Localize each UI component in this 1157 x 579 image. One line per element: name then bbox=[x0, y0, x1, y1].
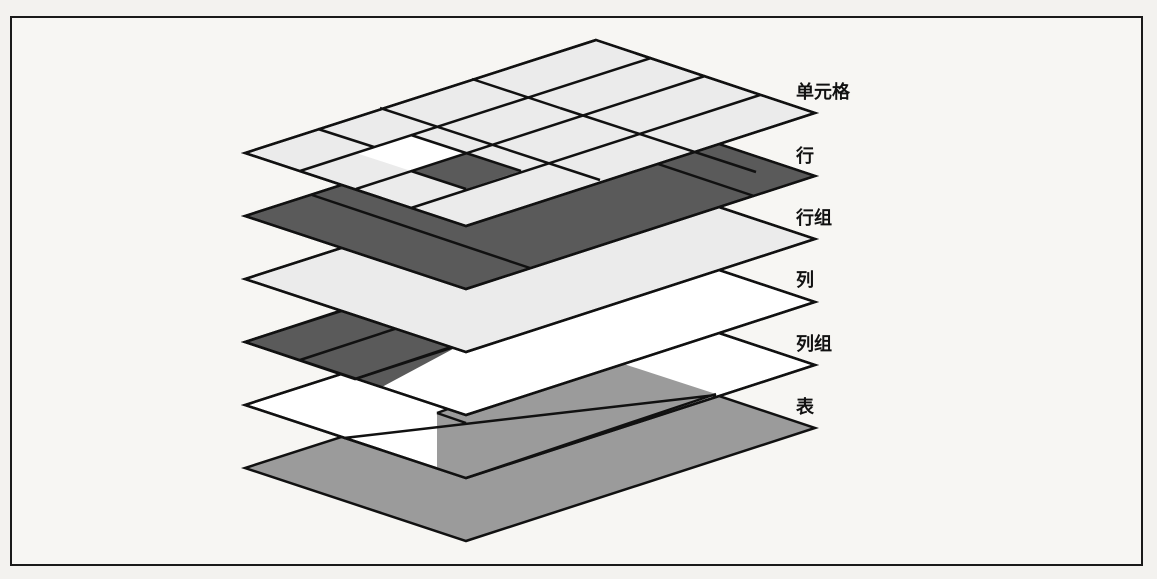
cell-outline bbox=[240, 38, 820, 228]
column-group-visible bbox=[437, 355, 716, 478]
layer-labels: 单元格 行 行组 列 列组 表 bbox=[795, 81, 851, 418]
cell-grid-c12 bbox=[410, 169, 467, 191]
layer-cell bbox=[240, 38, 820, 228]
column-group-line-b bbox=[436, 411, 467, 425]
label-cell: 单元格 bbox=[796, 81, 851, 103]
label-row: 行 bbox=[795, 145, 814, 167]
column-group-line-h bbox=[343, 393, 717, 440]
cell-grid-r2 bbox=[355, 74, 706, 191]
label-column: 列 bbox=[796, 270, 814, 291]
cell-grid-c1a bbox=[317, 127, 375, 149]
cell-grid-c13 bbox=[465, 151, 522, 173]
column-divider bbox=[299, 322, 411, 362]
cell-grid-c3 bbox=[471, 77, 561, 110]
cell-grid-c9 bbox=[559, 106, 757, 174]
cell-grid-c11 bbox=[410, 133, 467, 155]
row-divider-2 bbox=[311, 193, 531, 270]
cell-grid-c2 bbox=[379, 106, 601, 182]
label-row-group: 行组 bbox=[795, 207, 832, 229]
cell-grid-r3 bbox=[410, 93, 761, 210]
label-table: 表 bbox=[796, 396, 815, 418]
label-column-group: 列组 bbox=[796, 333, 832, 355]
cell-grid-r1 bbox=[299, 56, 652, 173]
